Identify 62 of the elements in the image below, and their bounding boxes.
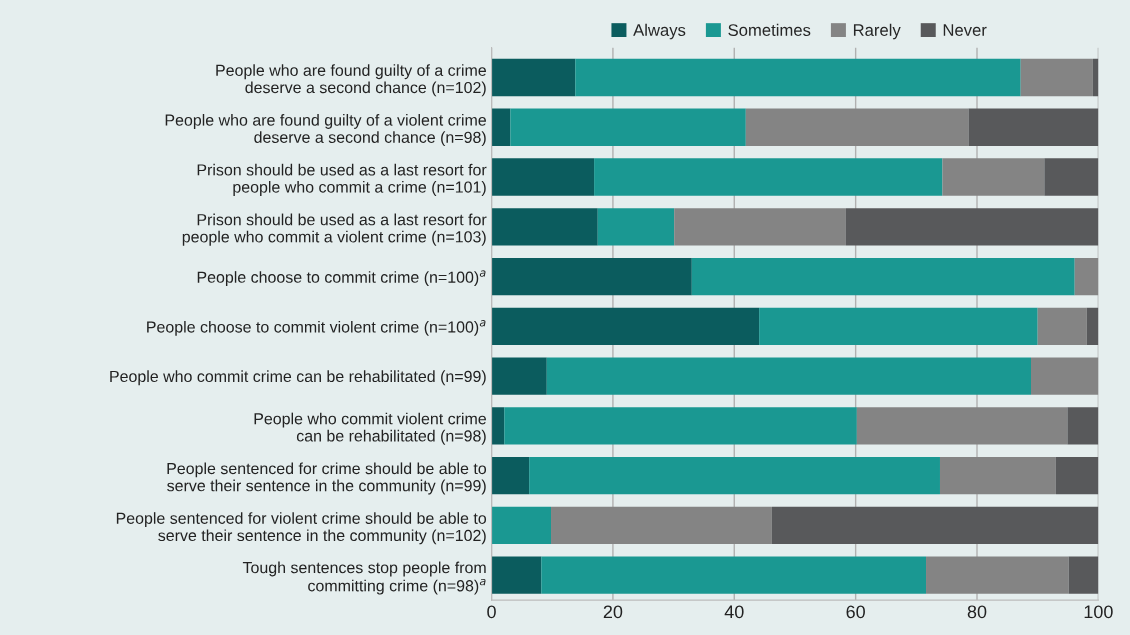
bar <box>1086 307 1099 345</box>
bar <box>491 556 542 594</box>
bar <box>1044 158 1099 196</box>
bar <box>968 108 1099 146</box>
y-tick-label: Prison should be used as a last resort for people who commit a crime (n=101) <box>197 163 487 196</box>
legend-label: Rarely <box>853 23 901 40</box>
bar <box>491 257 692 296</box>
bar <box>1067 407 1099 445</box>
legend-label: Sometimes <box>728 23 811 36</box>
bar <box>546 357 1031 395</box>
bar <box>1092 58 1099 97</box>
bar <box>1031 357 1099 395</box>
bar <box>510 108 746 146</box>
bar <box>594 158 943 196</box>
bar <box>845 208 1099 246</box>
legend-label: Never <box>943 24 987 36</box>
bar <box>939 456 1056 495</box>
bar <box>491 307 760 345</box>
y-tick-label: People who commit violent crime can be rehabilitated (n=98) <box>254 412 486 445</box>
x-tick-label: 0 <box>487 605 496 619</box>
bar <box>491 158 595 196</box>
bar <box>771 506 1099 545</box>
legend-label: Always <box>633 23 686 40</box>
y-tick-label: Tough sentences stop people from committing crime (n=98)$^{a}$ <box>242 561 486 595</box>
bar <box>942 158 1045 196</box>
y-tick-label: People sentenced for violent crime should be able to serve their sentence in the community (n=102) <box>116 512 487 545</box>
x-tick-label: 40 <box>724 605 744 619</box>
bar <box>529 456 940 495</box>
bar <box>491 58 576 97</box>
bar <box>745 108 969 146</box>
y-tick-label: People choose to commit violent crime (n=100)$^{a}$ <box>147 320 486 336</box>
bar <box>597 208 675 246</box>
y-tick-label: People who are found guilty of a violent crime deserve a second chance (n=98) <box>165 114 486 147</box>
bar <box>691 257 1075 296</box>
y-tick-label: People who are found guilty of a crime deserve a second chance (n=102) <box>216 64 486 97</box>
bar <box>926 556 1069 594</box>
bar <box>575 58 1021 97</box>
bar <box>551 506 772 545</box>
bar <box>491 456 530 495</box>
x-tick-label: 60 <box>846 605 865 619</box>
bar <box>1037 307 1087 345</box>
bar <box>491 208 598 246</box>
bar <box>504 407 857 445</box>
bar <box>1068 556 1099 594</box>
y-tick-label: Prison should be used as a last resort for people who commit a violent crime (n=103) <box>182 213 487 246</box>
bar <box>674 208 846 246</box>
y-tick-label: People choose to commit crime (n=100)$^{a}$ <box>197 270 486 287</box>
x-tick-label: 20 <box>603 605 623 619</box>
bar <box>1055 456 1099 495</box>
bar <box>759 307 1038 345</box>
y-tick-label: People sentenced for crime should be able to serve their sentence in the community (n=99) <box>167 462 487 495</box>
x-tick-label: 100 <box>1084 605 1113 619</box>
bar <box>491 108 511 146</box>
bar <box>491 357 547 395</box>
bar <box>491 407 505 445</box>
bar <box>1020 58 1093 97</box>
bar <box>491 506 552 545</box>
bar <box>1074 257 1099 296</box>
bar <box>541 556 927 594</box>
x-tick-label: 80 <box>967 605 987 619</box>
y-tick-label: People who commit crime can be rehabilitated (n=99) <box>110 370 486 386</box>
bar <box>856 407 1068 445</box>
